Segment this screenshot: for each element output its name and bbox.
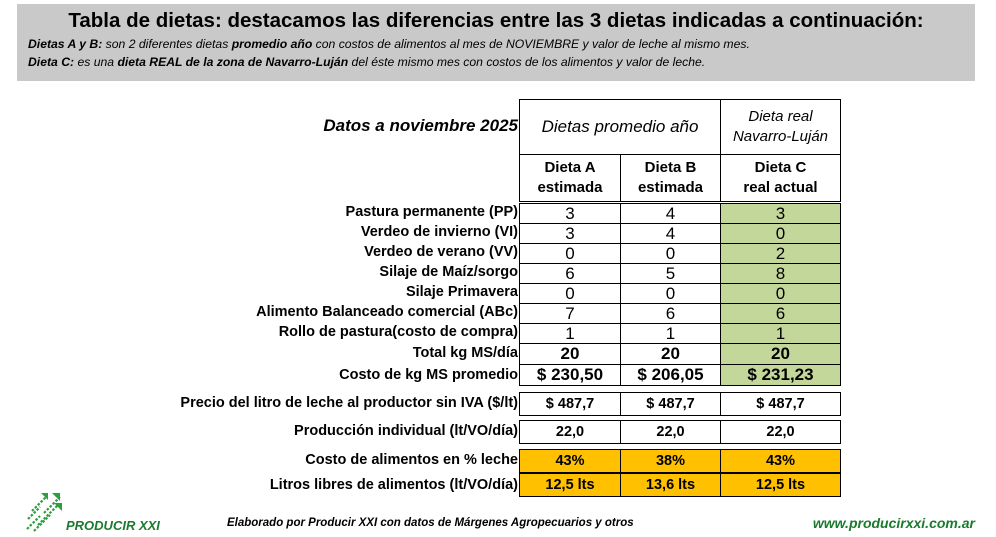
cell-a: 0 (519, 283, 621, 304)
row-label: Alimento Balanceado comercial (ABc) (256, 304, 518, 320)
logo-text: PRODUCIR XXI (66, 518, 160, 533)
intro-line-1: Dietas A y B: son 2 diferentes dietas pr… (28, 37, 750, 51)
cell-a: 1 (519, 323, 621, 344)
group-header-promedio: Dietas promedio año (519, 99, 721, 155)
precio-c: $ 487,7 (720, 392, 841, 416)
produccion-b: 22,0 (620, 420, 721, 444)
litros-label: Litros libres de alimentos (lt/VO/día) (269, 477, 518, 493)
intro-1-text-b: con costos de alimentos al mes de NOVIEM… (312, 37, 750, 51)
footer-credit: Elaborado por Producir XXI con datos de … (227, 517, 634, 529)
total-b: 20 (620, 343, 721, 365)
costo-c: $ 231,23 (720, 364, 841, 386)
total-a: 20 (519, 343, 621, 365)
costo-a: $ 230,50 (519, 364, 621, 386)
intro-2-bold-b: dieta REAL de la zona de Navarro-Luján (117, 55, 349, 69)
col-header-dieta-c: Dieta C real actual (720, 154, 841, 202)
table-title: Datos a noviembre 2025 (323, 116, 518, 135)
precio-b: $ 487,7 (620, 392, 721, 416)
precio-label: Precio del litro de leche al productor s… (180, 395, 518, 411)
col-c-line1: Dieta C (754, 159, 807, 176)
website-link[interactable]: www.producirxxi.com.ar (812, 515, 975, 531)
produccion-label: Producción individual (lt/VO/día) (294, 423, 518, 439)
intro-1-bold-a: Dietas A y B: (28, 37, 103, 51)
litros-b: 13,6 lts (620, 473, 721, 497)
costo-b: $ 206,05 (620, 364, 721, 386)
col-a-line2: estimada (537, 179, 603, 196)
produccion-c: 22,0 (720, 420, 841, 444)
costo-label: Costo de kg MS promedio (339, 367, 518, 383)
row-label: Rollo de pastura(costo de compra) (278, 324, 518, 340)
row-label: Pastura permanente (PP) (345, 204, 518, 220)
cell-b: 0 (620, 243, 721, 264)
intro-line-2: Dieta C: es una dieta REAL de la zona de… (28, 55, 705, 69)
row-label: Verdeo de verano (VV) (364, 244, 518, 260)
col-header-dieta-a: Dieta A estimada (519, 154, 621, 202)
cell-c: 3 (720, 203, 841, 224)
page-title: Tabla de dietas: destacamos las diferenc… (68, 9, 924, 32)
group-real-line2: Navarro-Luján (732, 128, 829, 145)
cell-b: 6 (620, 303, 721, 324)
row-label: Silaje de Maíz/sorgo (379, 264, 518, 280)
cell-c: 0 (720, 223, 841, 244)
cell-c: 6 (720, 303, 841, 324)
cell-a: 6 (519, 263, 621, 284)
cell-b: 4 (620, 223, 721, 244)
costo-pct-label: Costo de alimentos en % leche (305, 452, 518, 468)
precio-a: $ 487,7 (519, 392, 621, 416)
row-label: Verdeo de invierno (VI) (360, 224, 518, 240)
produccion-a: 22,0 (519, 420, 621, 444)
intro-2-text-b: del éste mismo mes con costos de los ali… (348, 55, 706, 69)
costo-pct-b: 38% (620, 449, 721, 473)
total-c: 20 (720, 343, 841, 365)
costo-pct-a: 43% (519, 449, 621, 473)
cell-c: 0 (720, 283, 841, 304)
cell-b: 4 (620, 203, 721, 224)
row-label: Silaje Primavera (405, 284, 518, 300)
group-header-real: Dieta real Navarro-Luján (720, 99, 841, 155)
col-b-line2: estimada (637, 179, 704, 196)
group-real-line1: Dieta real (748, 108, 813, 125)
costo-pct-c: 43% (720, 449, 841, 473)
cell-a: 3 (519, 223, 621, 244)
cell-c: 8 (720, 263, 841, 284)
intro-1-text-a: son 2 diferentes dietas (102, 37, 232, 51)
cell-c: 2 (720, 243, 841, 264)
total-label: Total kg MS/día (412, 345, 518, 361)
litros-a: 12,5 lts (519, 473, 621, 497)
col-a-line1: Dieta A (544, 159, 596, 176)
header-banner (17, 4, 975, 81)
cell-b: 0 (620, 283, 721, 304)
intro-1-bold-b: promedio año (231, 37, 313, 51)
col-b-line1: Dieta B (644, 159, 697, 176)
cell-a: 3 (519, 203, 621, 224)
col-header-dieta-b: Dieta B estimada (620, 154, 721, 202)
intro-2-text-a: es una (74, 55, 118, 69)
cell-a: 7 (519, 303, 621, 324)
litros-c: 12,5 lts (720, 473, 841, 497)
cell-a: 0 (519, 243, 621, 264)
cell-c: 1 (720, 323, 841, 344)
cell-b: 1 (620, 323, 721, 344)
producir-logo-icon (26, 493, 62, 532)
cell-b: 5 (620, 263, 721, 284)
intro-2-bold-a: Dieta C: (28, 55, 75, 69)
col-c-line2: real actual (743, 179, 818, 196)
